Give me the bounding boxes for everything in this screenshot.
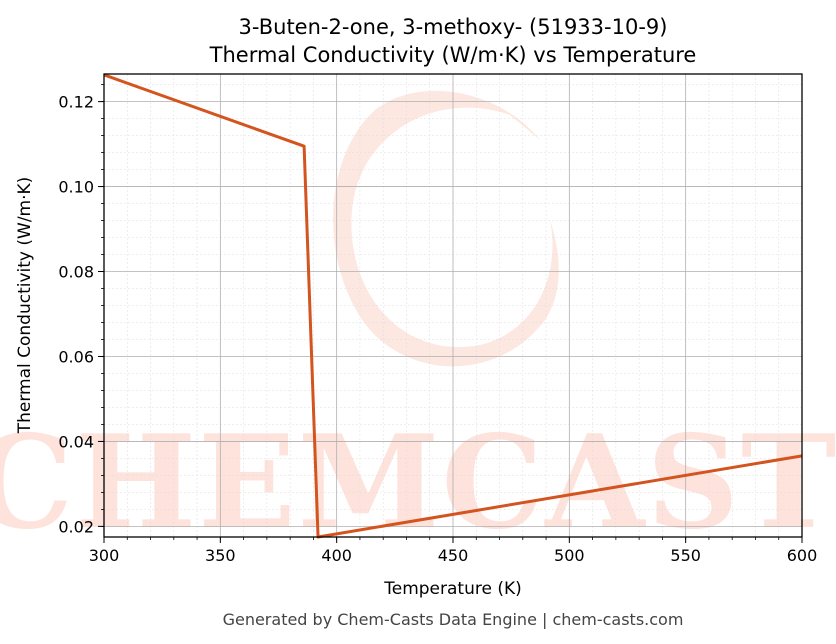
watermark: CHEMCASTS (0, 90, 836, 558)
y-tick-label: 0.10 (58, 178, 94, 197)
footer-credit: Generated by Chem-Casts Data Engine | ch… (223, 610, 684, 629)
y-tick-label: 0.04 (58, 432, 94, 451)
y-tick-label: 0.02 (58, 517, 94, 536)
watermark-logo-ring (333, 90, 559, 367)
x-tick-label: 500 (554, 546, 585, 565)
y-tick-label: 0.06 (58, 347, 94, 366)
y-tick-label: 0.12 (58, 93, 94, 112)
grid-major (103, 74, 803, 537)
x-tick-label: 600 (787, 546, 818, 565)
watermark-text: CHEMCASTS (0, 408, 836, 558)
chart-subtitle: Thermal Conductivity (W/m·K) vs Temperat… (209, 43, 697, 67)
y-tick-label: 0.08 (58, 263, 94, 282)
series-group (103, 73, 803, 539)
y-axis-label: Thermal Conductivity (W/m·K) (15, 177, 35, 435)
x-tick-label: 300 (89, 546, 120, 565)
y-axis-ticks: 0.02 0.04 0.06 0.08 0.10 0.12 (58, 84, 104, 536)
x-tick-label: 350 (205, 546, 236, 565)
chart-title: 3-Buten-2-one, 3-methoxy- (51933-10-9) (239, 15, 668, 39)
x-axis-label: Temperature (K) (383, 579, 522, 599)
x-tick-label: 400 (321, 546, 352, 565)
x-axis-ticks: 300 350 400 450 500 550 600 (89, 537, 818, 565)
x-tick-label: 550 (670, 546, 701, 565)
series-line (103, 73, 803, 539)
x-tick-label: 450 (438, 546, 469, 565)
